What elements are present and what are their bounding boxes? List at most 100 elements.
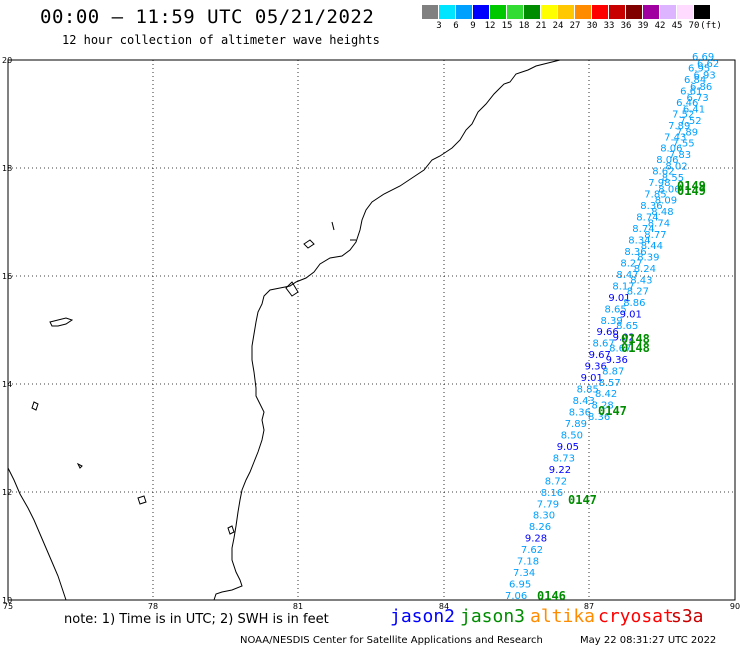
- track1-value: 8.72: [545, 476, 567, 487]
- track1-value: 6.46: [676, 98, 698, 109]
- track1-value: 9.05: [557, 442, 579, 453]
- track2-value: 6.86: [690, 82, 712, 93]
- legend-label: 39: [637, 21, 649, 31]
- lat-label: 16: [2, 272, 12, 281]
- track1-value: 7.43: [664, 132, 686, 143]
- track1-value: 7.89: [565, 419, 587, 430]
- lon-label: 81: [293, 602, 303, 611]
- track1-value: 7.34: [513, 568, 535, 579]
- island-5: [227, 525, 235, 535]
- track2-value: 8.65: [616, 321, 638, 332]
- legend-label: 30: [586, 21, 598, 31]
- legend-swatch: [456, 5, 473, 19]
- lon-label: 90: [730, 602, 740, 611]
- track1-value: 9.01: [581, 373, 603, 384]
- track2-value: 8.43: [630, 275, 652, 286]
- lon-label: 87: [584, 602, 594, 611]
- track2-value: 8.86: [623, 298, 645, 309]
- island-8: [331, 221, 335, 231]
- track1-value: 8.06: [660, 144, 682, 155]
- track2-value: 8.24: [634, 264, 656, 275]
- track1-value: 8.26: [529, 522, 551, 533]
- track2-value: 8.74: [648, 218, 670, 229]
- track1-value: 8.65: [605, 304, 627, 315]
- satellite-cryosat: cryosat: [598, 606, 674, 627]
- legend-swatch: [490, 5, 507, 19]
- legend-label: 70: [688, 21, 700, 31]
- pass-label: 0147: [568, 493, 597, 507]
- track2-value: 8.57: [599, 378, 621, 389]
- island-1: [49, 317, 74, 327]
- island-3: [137, 495, 147, 505]
- track1-value: 9.36: [585, 362, 607, 373]
- lat-label: 14: [2, 380, 12, 389]
- color-legend: [422, 5, 711, 19]
- track1-value: 7.52: [672, 109, 694, 120]
- pass-label: 0149: [677, 184, 706, 198]
- track1-value: 8.27: [620, 258, 642, 269]
- track1-value: 8.17: [612, 281, 634, 292]
- legend-swatch: [473, 5, 490, 19]
- track1-value: 7.98: [648, 178, 670, 189]
- track2-value: 7.83: [669, 150, 691, 161]
- track1-value: 6.95: [688, 64, 710, 75]
- legend-swatch: [626, 5, 643, 19]
- track1-value: 7.18: [517, 557, 539, 568]
- track2-value: 8.39: [637, 253, 659, 264]
- track1-value: 6.84: [684, 75, 706, 86]
- track2-value: 9.36: [606, 355, 628, 366]
- track1-value: 8.73: [553, 453, 575, 464]
- legend-label: 24: [552, 21, 564, 31]
- track1-value: 8.34: [628, 236, 650, 247]
- track1-value: 8.39: [601, 316, 623, 327]
- track2-value: 8.36: [588, 412, 610, 423]
- track2-value: 8.67: [609, 344, 631, 355]
- track1-value: 8.67: [593, 339, 615, 350]
- legend-label: 42: [654, 21, 666, 31]
- credit-line: NOAA/NESDIS Center for Satellite Applica…: [240, 635, 543, 646]
- track2-value: 8.87: [602, 367, 624, 378]
- coastline: [7, 59, 561, 601]
- lat-label: 18: [2, 164, 12, 173]
- track1-value: 7.06: [505, 591, 527, 602]
- legend-swatch: [694, 5, 711, 19]
- track2-value: 6.41: [683, 105, 705, 116]
- legend-swatch: [643, 5, 660, 19]
- legend-label: 9: [470, 21, 476, 31]
- track1-value: 8.50: [561, 430, 583, 441]
- track1-value: 9.01: [608, 293, 630, 304]
- legend-swatch: [558, 5, 575, 19]
- lon-label: 84: [439, 602, 449, 611]
- track2-value: 8.42: [595, 389, 617, 400]
- lat-label: 20: [2, 56, 12, 65]
- pass-label: 0148: [621, 332, 650, 346]
- legend-swatch: [660, 5, 677, 19]
- legend-label: 21: [535, 21, 547, 31]
- coast-west: [7, 467, 67, 601]
- legend-swatch: [592, 5, 609, 19]
- track2-value: 8.02: [665, 162, 687, 173]
- track1-value: 9.66: [597, 327, 619, 338]
- island-4: [76, 462, 83, 469]
- track1-value: 8.36: [640, 201, 662, 212]
- legend-label: 36: [620, 21, 632, 31]
- track1-value: 9.67: [589, 350, 611, 361]
- satellite-jason2: jason2: [390, 606, 456, 627]
- pass-label: 0148: [621, 341, 650, 355]
- island-2: [31, 401, 39, 411]
- track1-value: 8.06: [656, 155, 678, 166]
- track1-value: 7.85: [644, 190, 666, 201]
- lat-label: 10: [2, 596, 12, 605]
- track1-value: 8.62: [652, 167, 674, 178]
- legend-swatch: [575, 5, 592, 19]
- legend-label: 12: [484, 21, 496, 31]
- track1-value: 9.22: [549, 465, 571, 476]
- legend-swatch: [507, 5, 524, 19]
- legend-swatch: [524, 5, 541, 19]
- legend-label: 27: [569, 21, 581, 31]
- track1-value: 7.89: [668, 121, 690, 132]
- lon-label: 75: [3, 602, 13, 611]
- legend-label: 3: [436, 21, 442, 31]
